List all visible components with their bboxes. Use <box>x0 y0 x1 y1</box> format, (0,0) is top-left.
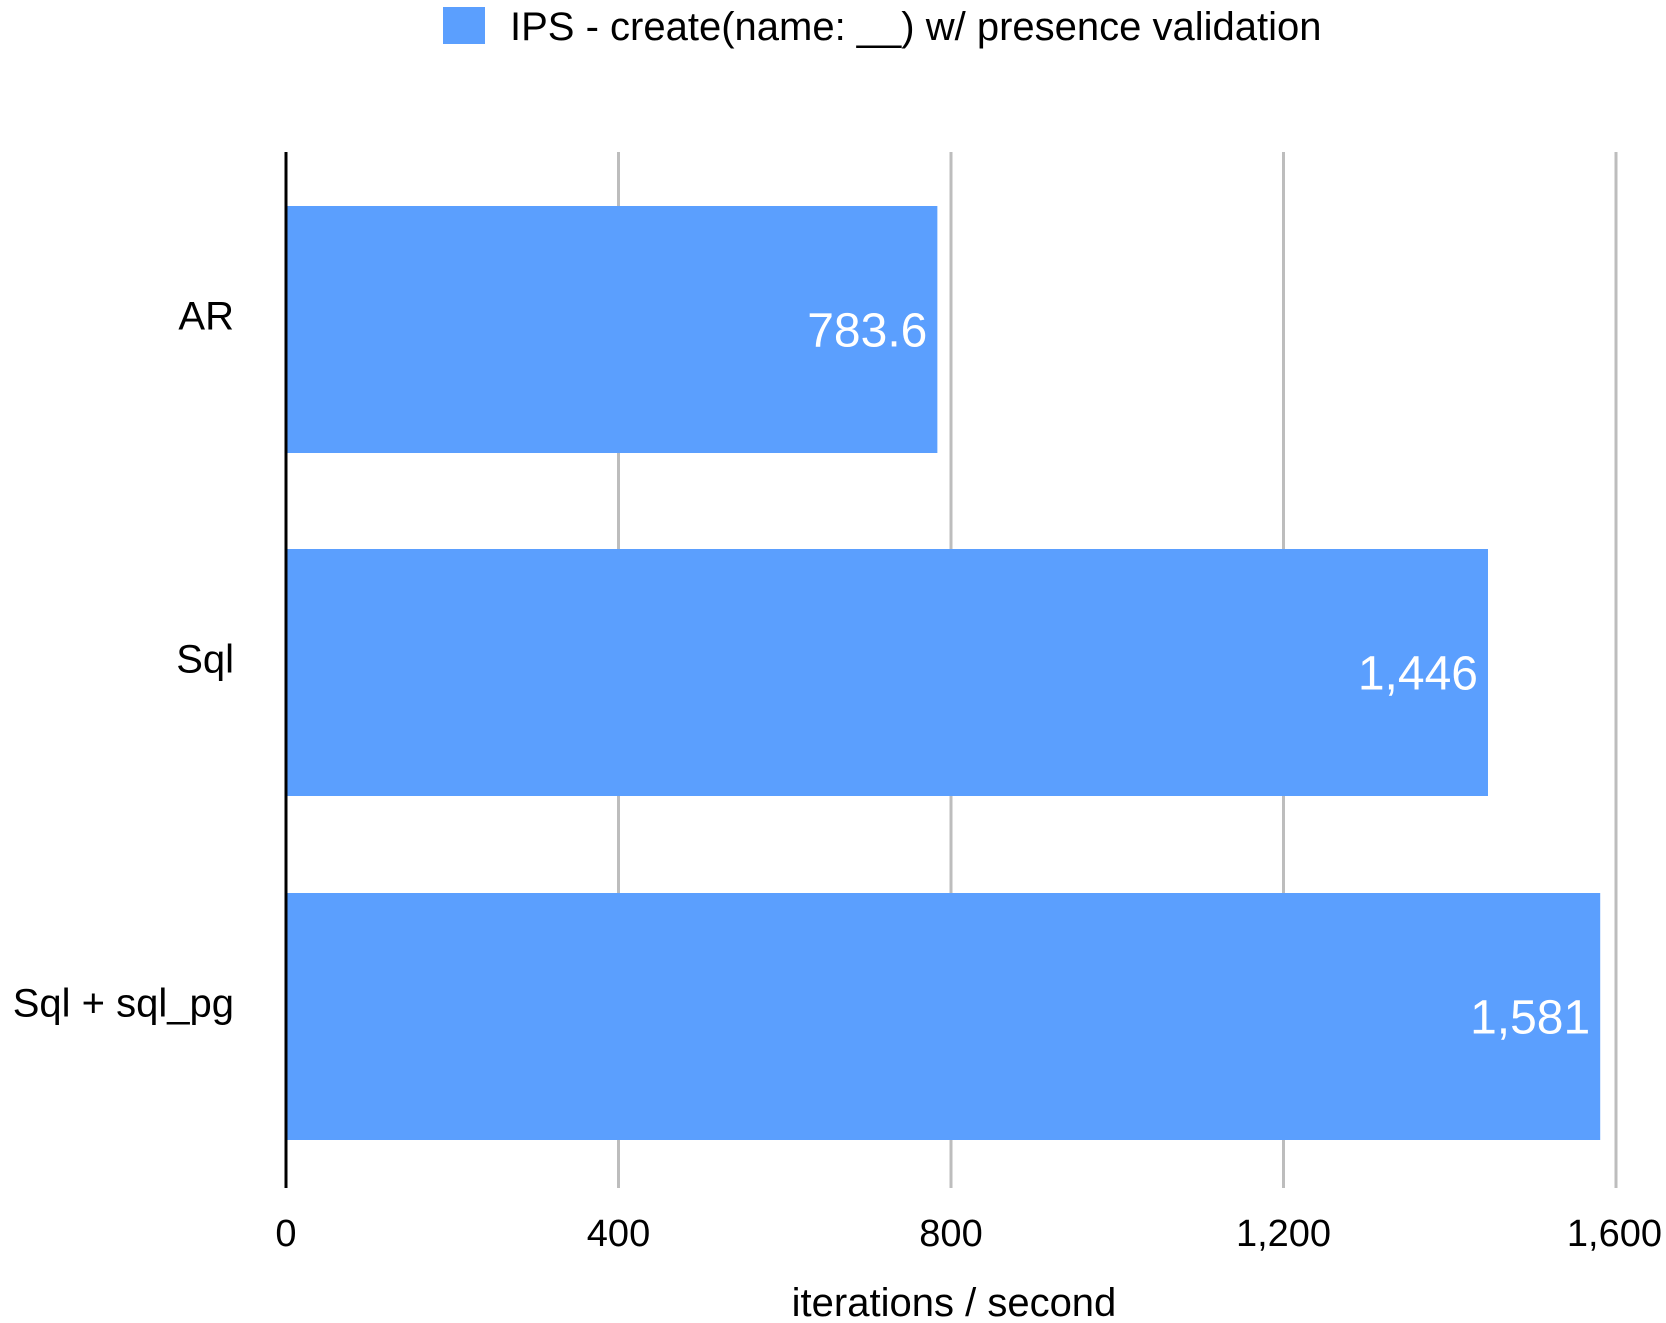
data-label: 783.6 <box>807 305 927 358</box>
category-label: Sql <box>176 638 234 682</box>
bar <box>286 549 1488 796</box>
bars: 783.6 1,446 1,581 <box>286 206 1601 1140</box>
category-label: AR <box>178 295 234 339</box>
bar <box>286 893 1601 1140</box>
tick-label: 1,600 <box>1567 1213 1662 1255</box>
data-label: 1,581 <box>1470 992 1590 1045</box>
tick-label: 1,200 <box>1236 1213 1331 1255</box>
legend-label: IPS - create(name: __) w/ presence valid… <box>510 5 1322 49</box>
tick-label: 800 <box>919 1213 982 1255</box>
value-axis: 0 400 800 1,200 1,600 iterations / second <box>275 1213 1662 1323</box>
legend: IPS - create(name: __) w/ presence valid… <box>443 5 1322 49</box>
x-axis-title: iterations / second <box>792 1281 1117 1323</box>
category-label: Sql + sql_pg <box>13 982 234 1026</box>
data-label: 1,446 <box>1358 648 1478 701</box>
tick-label: 400 <box>587 1213 650 1255</box>
legend-swatch <box>443 7 485 44</box>
tick-label: 0 <box>275 1213 296 1255</box>
bar <box>286 206 938 453</box>
category-axis: AR Sql Sql + sql_pg <box>13 152 288 1188</box>
